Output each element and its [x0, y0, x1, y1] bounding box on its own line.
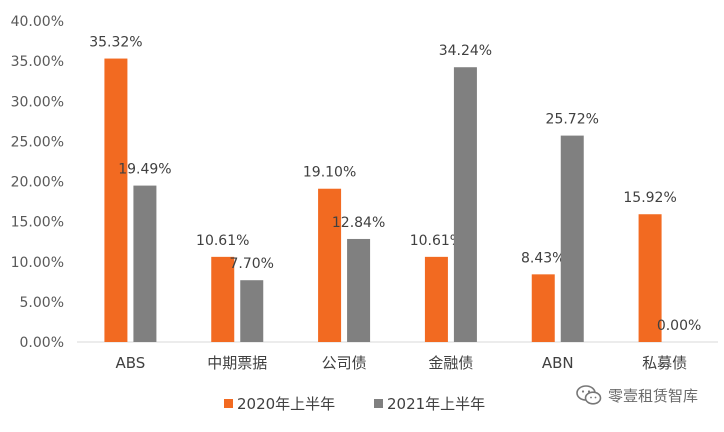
bar-1 [318, 188, 342, 342]
legend-label: 2020年上半年 [237, 395, 335, 413]
data-label: 15.92% [623, 190, 676, 206]
data-label: 35.32% [89, 35, 142, 51]
y-tick-label: 0.00% [20, 335, 64, 351]
bar-1 [424, 256, 448, 342]
legend-swatch [374, 399, 383, 408]
bar-1 [104, 58, 128, 342]
bar-1 [638, 214, 662, 342]
y-tick-label: 40.00% [11, 14, 64, 30]
category-label: ABN [542, 354, 574, 372]
data-label: 19.10% [303, 165, 356, 181]
bar-2 [240, 280, 264, 342]
watermark: 零壹租赁智库 [576, 384, 698, 406]
y-tick-label: 20.00% [11, 175, 64, 191]
y-tick-label: 25.00% [11, 134, 64, 150]
data-label: 8.43% [521, 250, 565, 266]
category-label: 金融债 [428, 354, 473, 372]
legend-label: 2021年上半年 [387, 395, 485, 413]
data-label: 0.00% [657, 318, 701, 334]
y-tick-label: 10.00% [11, 255, 64, 271]
category-label: 公司债 [322, 354, 367, 372]
legend-swatch [224, 399, 233, 408]
bar-1 [211, 256, 235, 342]
watermark-text: 零壹租赁智库 [607, 386, 698, 405]
bar-2 [560, 135, 584, 342]
data-label: 10.61% [196, 233, 249, 249]
category-label: 私募债 [642, 354, 687, 372]
data-label: 10.61% [410, 233, 463, 249]
y-tick-label: 35.00% [11, 54, 64, 70]
bar-2 [133, 185, 157, 342]
data-label: 19.49% [118, 162, 171, 178]
bar-2 [347, 238, 371, 342]
y-tick-label: 5.00% [20, 295, 64, 311]
bar-1 [531, 274, 555, 342]
category-label: ABS [116, 354, 146, 372]
y-tick-label: 15.00% [11, 215, 64, 231]
data-label: 34.24% [439, 43, 492, 59]
data-label: 7.70% [230, 256, 274, 272]
wechat-icon [576, 385, 602, 405]
bar-2 [453, 67, 477, 342]
data-label: 12.84% [332, 215, 385, 231]
data-label: 25.72% [546, 112, 599, 128]
y-tick-label: 30.00% [11, 94, 64, 110]
category-label: 中期票据 [207, 354, 267, 372]
